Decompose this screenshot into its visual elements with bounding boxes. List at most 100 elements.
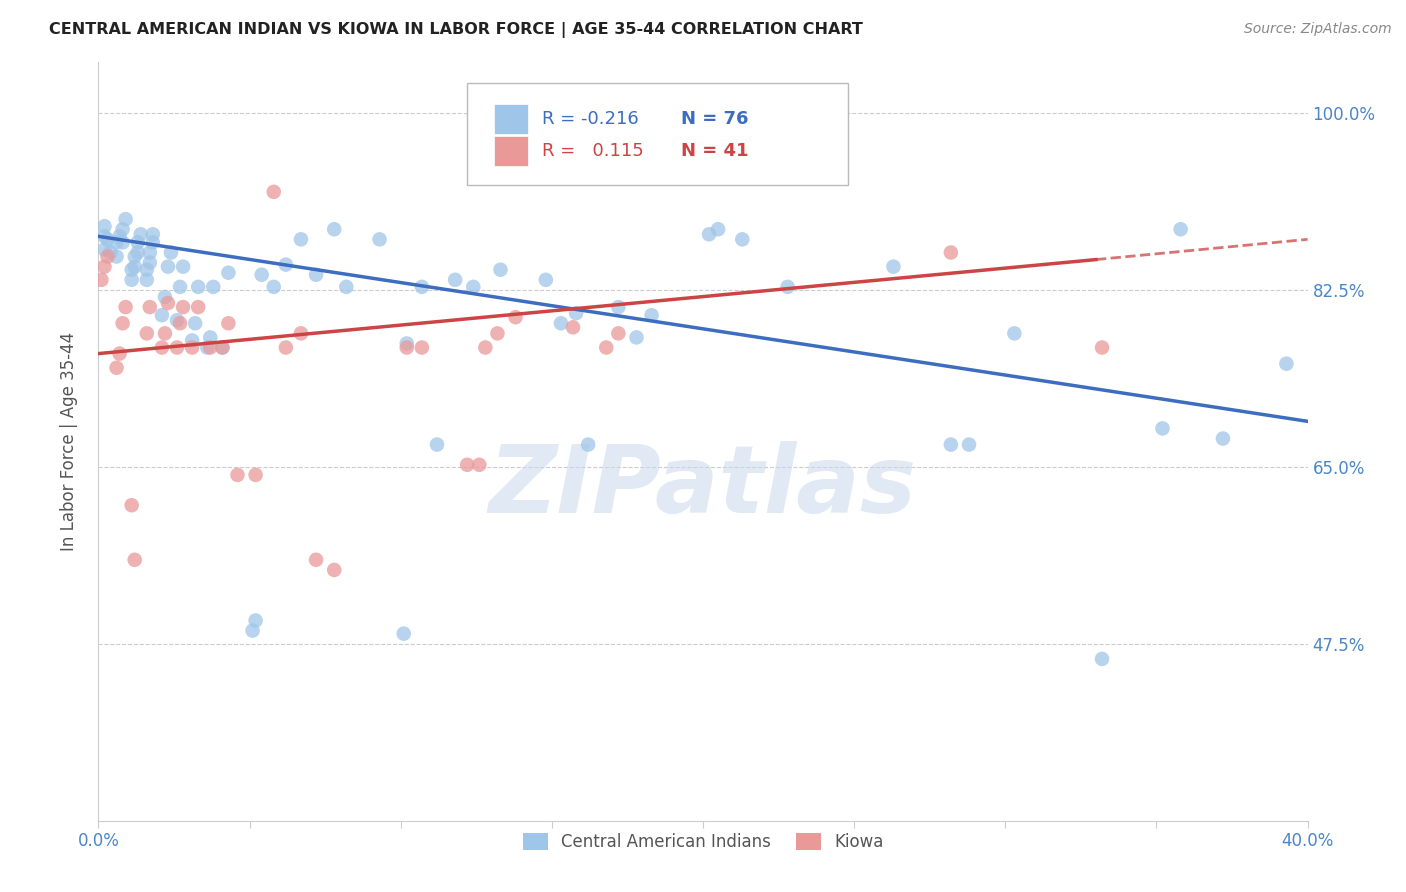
Point [245, 614, 267, 628]
Point [411, 280, 433, 294]
Point [305, 268, 328, 282]
Point [1275, 357, 1298, 371]
Point [211, 341, 233, 355]
Point [426, 437, 449, 451]
Point [153, 290, 176, 304]
Point [463, 280, 485, 294]
Point [93, 219, 115, 234]
Point [1091, 341, 1114, 355]
Point [169, 280, 191, 294]
Point [565, 306, 588, 320]
Text: R =   0.115: R = 0.115 [543, 142, 644, 161]
Point [505, 310, 527, 325]
Point [172, 260, 194, 274]
Point [939, 437, 962, 451]
Point [127, 245, 149, 260]
Point [1170, 222, 1192, 236]
Point [142, 227, 165, 242]
Point [242, 624, 264, 638]
Point [595, 341, 617, 355]
Point [166, 313, 188, 327]
Point [150, 341, 173, 355]
Point [263, 280, 285, 294]
Bar [494, 104, 527, 135]
Point [245, 467, 267, 482]
Point [111, 316, 134, 330]
Text: ZIPatlas: ZIPatlas [489, 441, 917, 533]
Point [263, 185, 285, 199]
Point [731, 232, 754, 246]
Point [124, 260, 146, 274]
Point [139, 245, 162, 260]
Point [114, 212, 136, 227]
Point [195, 341, 218, 355]
Point [139, 300, 162, 314]
Point [626, 330, 648, 344]
Bar [494, 136, 527, 166]
Point [444, 273, 467, 287]
Point [121, 262, 143, 277]
Point [108, 229, 131, 244]
Point [121, 498, 143, 512]
Point [456, 458, 478, 472]
Text: CENTRAL AMERICAN INDIAN VS KIOWA IN LABOR FORCE | AGE 35-44 CORRELATION CHART: CENTRAL AMERICAN INDIAN VS KIOWA IN LABO… [49, 22, 863, 38]
Point [105, 235, 128, 250]
Point [392, 626, 415, 640]
Legend: Central American Indians, Kiowa: Central American Indians, Kiowa [516, 826, 890, 858]
Point [124, 250, 146, 264]
Point [156, 260, 179, 274]
Point [323, 563, 346, 577]
Point [562, 320, 585, 334]
Point [156, 296, 179, 310]
Point [607, 300, 630, 314]
Point [93, 229, 115, 244]
Point [129, 227, 152, 242]
Point [105, 250, 128, 264]
Point [550, 316, 572, 330]
Point [1002, 326, 1025, 341]
Point [1091, 652, 1114, 666]
Text: N = 76: N = 76 [682, 111, 749, 128]
Point [305, 553, 328, 567]
Point [217, 316, 239, 330]
Point [534, 273, 557, 287]
Point [226, 467, 249, 482]
Point [111, 222, 134, 236]
Point [1152, 421, 1174, 435]
Point [135, 273, 157, 287]
Point [697, 227, 720, 242]
Point [139, 255, 162, 269]
Point [187, 280, 209, 294]
Point [368, 232, 391, 246]
Point [323, 222, 346, 236]
Point [211, 341, 233, 355]
Point [274, 258, 297, 272]
Point [135, 262, 157, 277]
Point [607, 326, 630, 341]
Point [127, 235, 149, 250]
Point [489, 262, 512, 277]
Point [411, 341, 433, 355]
Point [250, 268, 273, 282]
Point [486, 326, 509, 341]
Point [96, 250, 118, 264]
Point [776, 280, 799, 294]
Point [290, 326, 312, 341]
Point [124, 553, 146, 567]
Text: R = -0.216: R = -0.216 [543, 111, 638, 128]
Point [184, 316, 207, 330]
Point [217, 266, 239, 280]
Point [100, 245, 122, 260]
Point [93, 243, 115, 257]
Text: N = 41: N = 41 [682, 142, 749, 161]
Point [335, 280, 357, 294]
Text: Source: ZipAtlas.com: Source: ZipAtlas.com [1244, 22, 1392, 37]
Point [111, 235, 134, 250]
Point [640, 308, 662, 322]
Point [121, 273, 143, 287]
Point [172, 300, 194, 314]
Point [576, 437, 599, 451]
Point [395, 341, 418, 355]
Point [142, 235, 165, 250]
Point [153, 326, 176, 341]
